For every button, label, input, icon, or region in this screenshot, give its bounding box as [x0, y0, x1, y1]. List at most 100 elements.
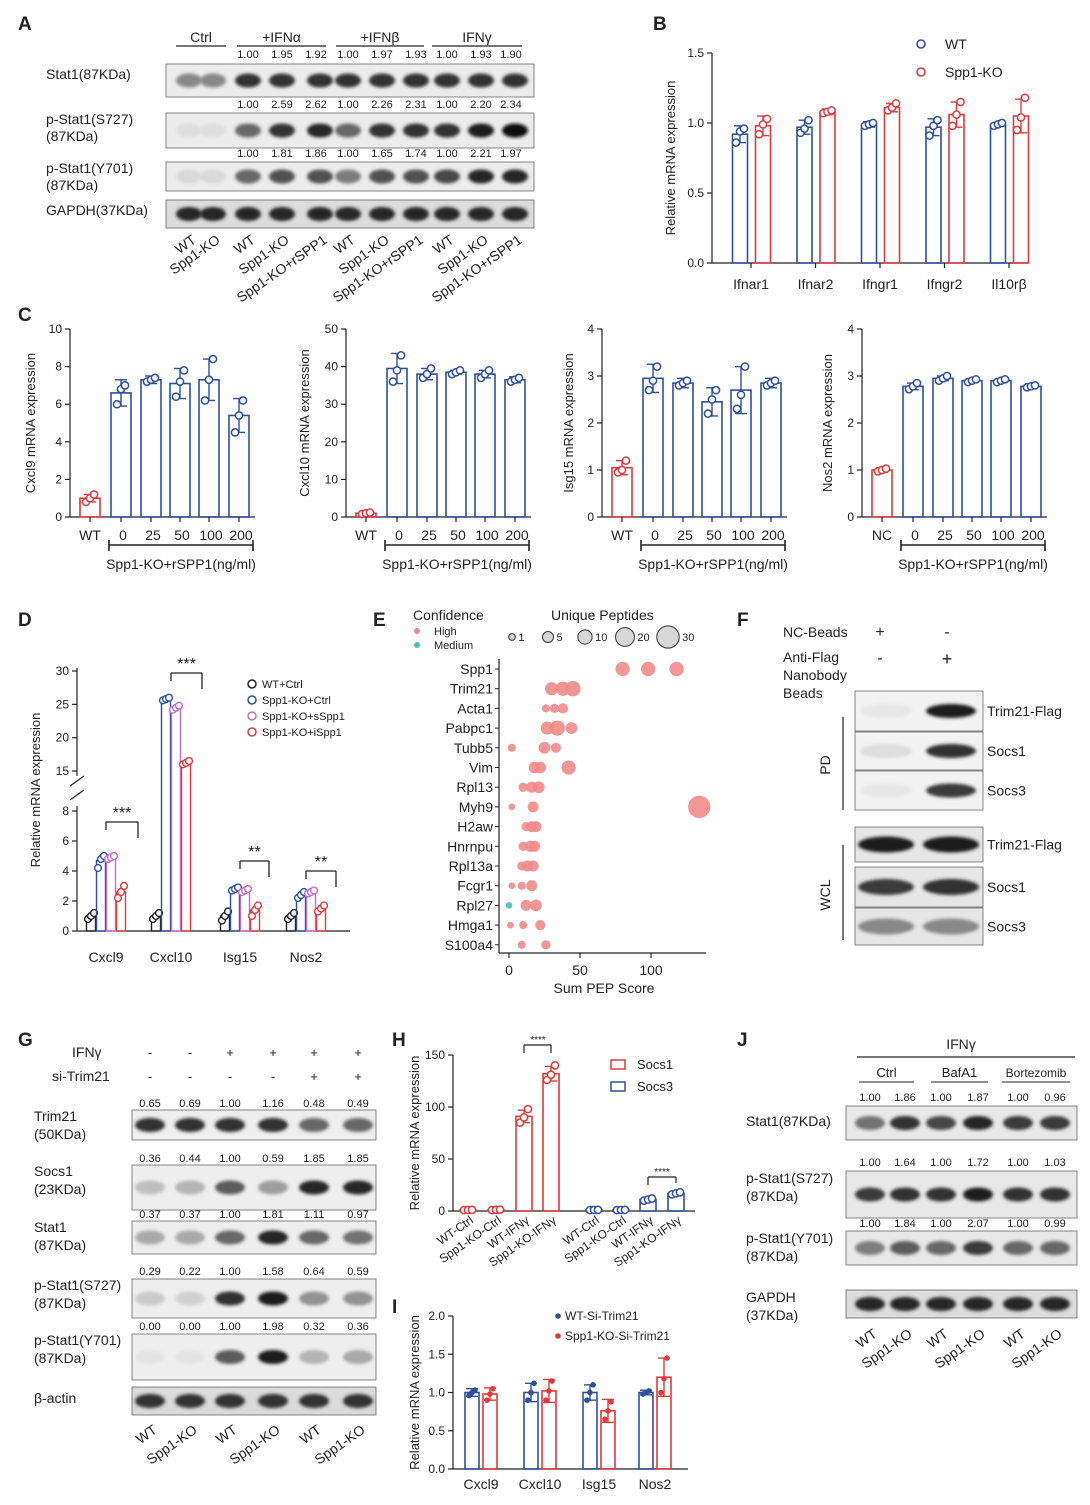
y-tick-label: 50: [432, 1152, 446, 1166]
ratio-label: 1.93: [405, 49, 426, 61]
x-tick-label: 0: [505, 962, 513, 978]
y-tick-label: 4: [55, 435, 62, 449]
blot-band: [269, 207, 295, 221]
legend-label: Spp1-KO: [945, 64, 1003, 80]
ratio-label: 1.00: [337, 49, 358, 61]
data-point: [621, 456, 631, 465]
data-point: [184, 756, 194, 766]
legend-label: 30: [682, 632, 694, 644]
data-point: [997, 118, 1007, 128]
y-tick-label: Rpl13: [456, 779, 493, 795]
condition-sign: +: [354, 1069, 362, 1084]
data-point: [234, 411, 244, 420]
ratio-label: 0.37: [179, 1209, 200, 1221]
y-tick-label: 1: [847, 463, 854, 477]
blot-band: [1040, 1187, 1070, 1202]
x-tick-label: Cxcl10: [150, 949, 193, 965]
ratio-label: 0.29: [139, 1266, 160, 1278]
group-header: Bortezomib: [1006, 1066, 1067, 1080]
blot-band: [923, 879, 979, 895]
ratio-label: 1.00: [859, 1157, 880, 1169]
blot-band: [215, 1394, 245, 1408]
x-tick-label: 200: [1021, 527, 1045, 543]
sig-label: ***: [177, 656, 196, 673]
blot-band: [176, 123, 202, 138]
dot-point: [530, 899, 542, 912]
data-point: [868, 118, 878, 128]
ratio-label: 1.00: [219, 1209, 240, 1221]
data-point: [1012, 125, 1022, 135]
blot-band: [299, 1230, 329, 1245]
row-label: p-Stat1(Y701): [34, 1332, 121, 1348]
ratio-label: 0.69: [179, 1098, 200, 1110]
ratio-label: 1.58: [262, 1266, 283, 1278]
y-tick-label: 1.0: [687, 116, 704, 130]
row-label: (87KDa): [746, 1248, 798, 1264]
ratio-label: 1.72: [967, 1157, 988, 1169]
ratio-label: 0.00: [179, 1321, 200, 1333]
blot-band: [343, 1180, 373, 1195]
blot-band: [434, 73, 460, 88]
lane-label: WT: [213, 1421, 240, 1447]
ratio-label: 1.00: [436, 99, 457, 111]
x-tick-label: 25: [937, 527, 953, 543]
condition-label: Beads: [783, 685, 823, 701]
legend-title: Unique Peptides: [551, 607, 654, 623]
group-header: BafA1: [942, 1065, 977, 1080]
blot-band: [258, 1118, 288, 1132]
blot-band: [1040, 1241, 1070, 1255]
ratio-label: 1.86: [894, 1092, 915, 1104]
row-label: (87KDa): [46, 177, 98, 193]
legend-size-marker: [615, 627, 635, 647]
y-tick-label: 8: [62, 804, 69, 818]
y-tick-label: 8: [55, 360, 62, 374]
x-tick-label: 25: [677, 527, 693, 543]
bar: [523, 1391, 539, 1470]
x-tick-label: Nos2: [639, 1476, 672, 1492]
dot-point: [545, 682, 559, 696]
row-label: (87KDa): [46, 128, 98, 144]
bar: [140, 378, 162, 518]
y-tick-label: 100: [425, 1100, 445, 1114]
blot-band: [215, 1118, 245, 1132]
condition-label: NC-Beads: [783, 624, 848, 640]
blot-band: [890, 1116, 920, 1130]
y-tick-label: Rpl13a: [449, 858, 494, 874]
dot-point: [517, 881, 526, 890]
ratio-label: 1.81: [262, 1209, 283, 1221]
dot-point: [534, 761, 547, 774]
bar: [474, 373, 496, 518]
sig-label: ****: [654, 1167, 670, 1178]
data-point: [484, 366, 494, 375]
group-header: Ctrl: [876, 1065, 896, 1080]
data-point: [289, 908, 299, 918]
bar: [542, 1072, 560, 1212]
y-tick-label: Rpl27: [456, 897, 493, 913]
x-tick-label: Ifnar1: [733, 276, 769, 292]
condition-label: si-Trim21: [52, 1068, 110, 1084]
dot-point: [541, 704, 550, 713]
x-tick-label: WT: [611, 527, 633, 543]
bar: [169, 382, 191, 518]
bar: [386, 367, 408, 518]
data-point: [739, 124, 749, 133]
blot-band: [434, 207, 460, 221]
legend-marker: [555, 1313, 561, 1319]
data-point: [174, 701, 184, 710]
bar: [239, 889, 251, 932]
blot-band: [890, 1297, 920, 1311]
x-tick-label: 200: [761, 527, 785, 543]
blot-band: [135, 1118, 165, 1132]
ratio-label: 0.99: [1044, 1218, 1065, 1230]
blot-band: [235, 123, 261, 138]
y-tick-label: 4: [847, 322, 854, 336]
data-point: [644, 385, 654, 395]
blot-membrane: [131, 1278, 377, 1319]
blot-band: [502, 169, 528, 184]
ratio-label: 1.74: [405, 148, 426, 160]
bar: [110, 392, 132, 518]
blot-band: [926, 1116, 956, 1130]
data-point: [528, 1389, 534, 1396]
ratio-label: 1.00: [930, 1218, 951, 1230]
